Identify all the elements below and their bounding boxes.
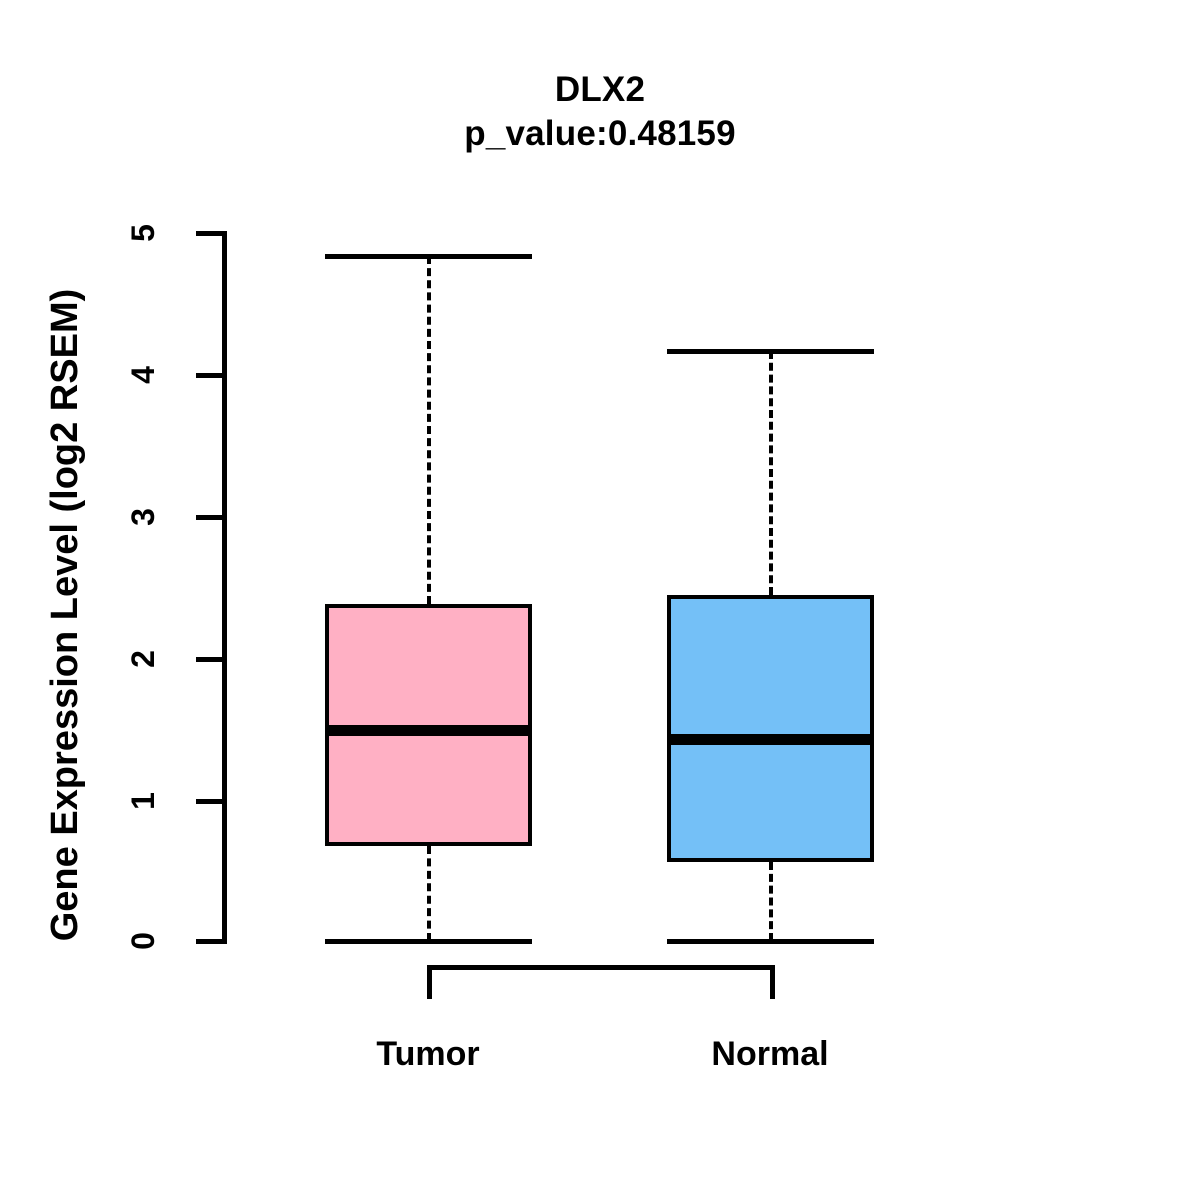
x-axis-bracket-tick-left xyxy=(427,965,432,999)
x-label-tumor: Tumor xyxy=(376,1035,480,1073)
x-axis-bracket-tick-right xyxy=(770,965,775,999)
tumor-lower-whisker-cap xyxy=(325,939,532,944)
y-tick-mark-3 xyxy=(196,515,224,520)
y-tick-mark-1 xyxy=(196,799,224,804)
normal-median-line xyxy=(667,733,874,745)
x-axis-bracket xyxy=(427,965,775,970)
y-tick-label-4: 4 xyxy=(125,366,161,384)
normal-upper-whisker-cap xyxy=(667,348,874,354)
normal-lower-whisker xyxy=(768,861,773,941)
y-tick-mark-4 xyxy=(196,373,224,378)
normal-box xyxy=(667,595,874,862)
y-tick-label-3: 3 xyxy=(125,508,161,526)
y-tick-mark-5 xyxy=(196,231,224,236)
y-tick-label-1: 1 xyxy=(125,792,161,810)
tumor-lower-whisker xyxy=(426,846,431,941)
tumor-upper-whisker xyxy=(426,255,431,604)
y-tick-mark-2 xyxy=(196,657,224,662)
tumor-median-line xyxy=(325,725,532,737)
y-axis-spine xyxy=(222,231,227,944)
title-block: DLX2 p_value:0.48159 xyxy=(0,68,1200,156)
chart-title: DLX2 xyxy=(554,70,646,109)
x-label-normal: Normal xyxy=(711,1035,829,1073)
y-axis-title: Gene Expression Level (log2 RSEM) xyxy=(35,215,95,1015)
y-tick-label-0: 0 xyxy=(125,932,161,950)
chart-subtitle-pvalue: p_value:0.48159 xyxy=(464,114,736,153)
y-tick-mark-0 xyxy=(196,939,224,944)
normal-lower-whisker-cap xyxy=(667,939,874,944)
y-tick-label-5: 5 xyxy=(125,224,161,242)
y-tick-label-2: 2 xyxy=(125,650,161,668)
tumor-upper-whisker-cap xyxy=(325,253,532,259)
normal-upper-whisker xyxy=(768,350,773,596)
y-axis-title-text: Gene Expression Level (log2 RSEM) xyxy=(44,288,86,942)
